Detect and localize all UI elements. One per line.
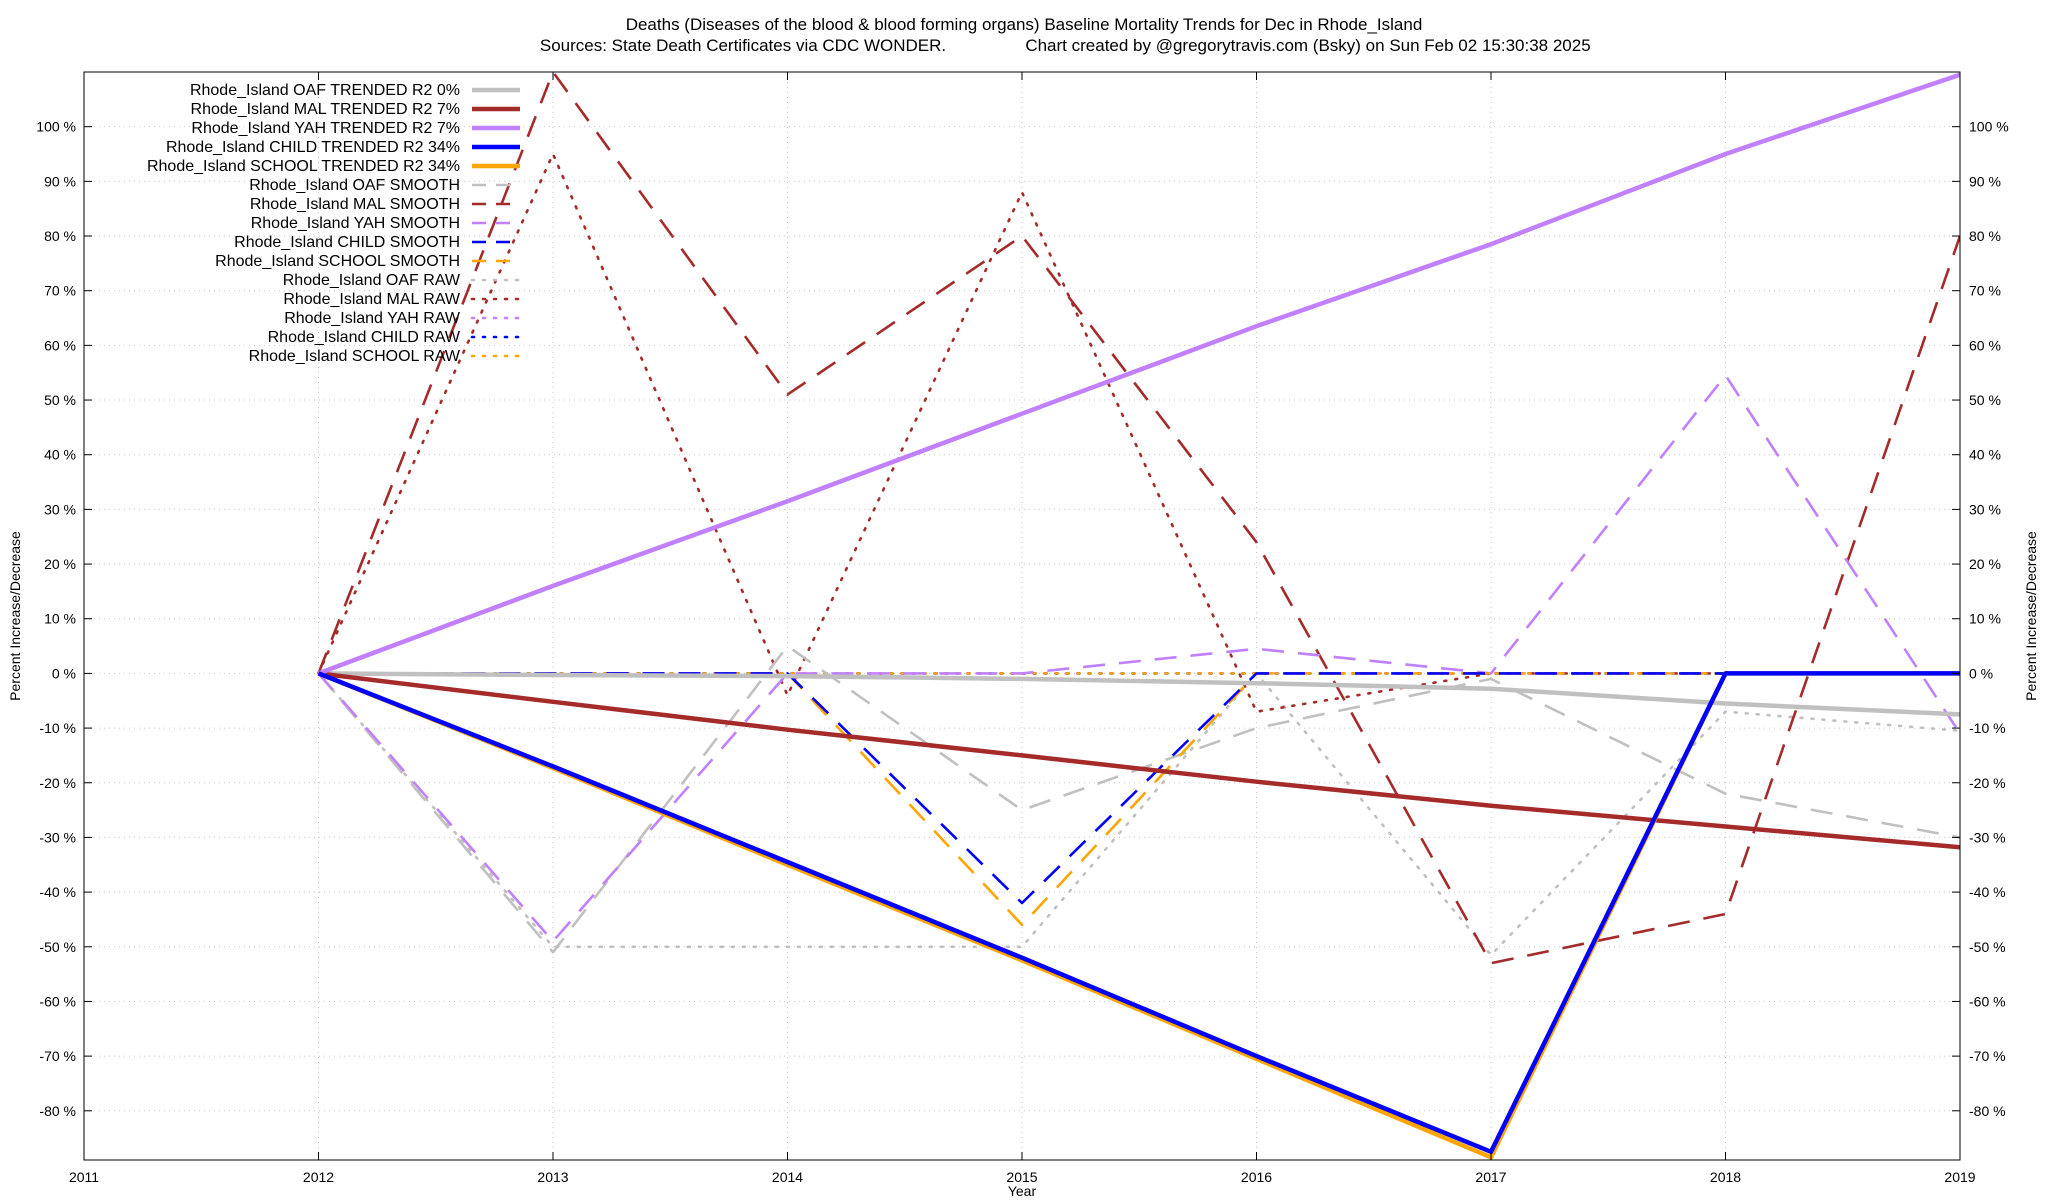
x-tick-label: 2011 <box>69 1169 99 1185</box>
y2-tick-label: 10 % <box>1969 611 2001 627</box>
x-tick-label: 2012 <box>303 1169 334 1185</box>
y-tick-label: 80 % <box>44 228 76 244</box>
y-tick-label: -10 % <box>39 720 76 736</box>
legend-label: Rhode_Island SCHOOL RAW <box>249 348 461 365</box>
chart-title: Deaths (Diseases of the blood & blood fo… <box>626 15 1423 34</box>
y2-tick-label: -60 % <box>1969 993 2006 1009</box>
y-tick-label: -80 % <box>39 1103 76 1119</box>
legend-label: Rhode_Island CHILD RAW <box>268 329 461 346</box>
x-tick-label: 2019 <box>1944 1169 1975 1185</box>
x-tick-label: 2017 <box>1475 1169 1506 1185</box>
y2-tick-label: 70 % <box>1969 283 2001 299</box>
y-tick-label: -40 % <box>39 884 76 900</box>
series-line-raw <box>317 152 1960 714</box>
y-tick-label: -30 % <box>39 829 76 845</box>
legend-label: Rhode_Island MAL TRENDED R2 7% <box>191 101 460 118</box>
y2-tick-label: 40 % <box>1969 447 2001 463</box>
legend-label: Rhode_Island CHILD TRENDED R2 34% <box>166 139 460 156</box>
y-tick-label: 0 % <box>52 665 76 681</box>
y-tick-label: -70 % <box>39 1048 76 1064</box>
series-line-smooth <box>317 374 1960 943</box>
y-tick-label: 100 % <box>36 119 76 135</box>
chart-subtitle-credit: Chart created by @gregorytravis.com (Bsk… <box>1025 36 1590 55</box>
y2-tick-label: -10 % <box>1969 720 2006 736</box>
chart-subtitle-sources: Sources: State Death Certificates via CD… <box>540 36 946 55</box>
series-line-trended <box>317 72 1960 676</box>
x-tick-label: 2015 <box>1006 1169 1037 1185</box>
y2-tick-label: 90 % <box>1969 173 2001 189</box>
y-tick-label: -60 % <box>39 993 76 1009</box>
legend-label: Rhode_Island OAF TRENDED R2 0% <box>190 82 460 99</box>
legend-label: Rhode_Island YAH TRENDED R2 7% <box>191 120 460 137</box>
legend-label: Rhode_Island OAF RAW <box>283 272 461 289</box>
y-tick-label: -50 % <box>39 939 76 955</box>
y2-tick-label: 50 % <box>1969 392 2001 408</box>
series-line-trended <box>318 671 1960 850</box>
y2-tick-label: 20 % <box>1969 556 2001 572</box>
y-tick-label: 50 % <box>44 392 76 408</box>
y2-tick-label: -50 % <box>1969 939 2006 955</box>
legend-label: Rhode_Island SCHOOL SMOOTH <box>215 253 460 270</box>
y2-tick-label: 60 % <box>1969 337 2001 353</box>
series-line-trended <box>318 671 1960 717</box>
legend-label: Rhode_Island SCHOOL TRENDED R2 34% <box>147 158 460 175</box>
legend-label: Rhode_Island MAL SMOOTH <box>250 196 460 213</box>
y-tick-label: 90 % <box>44 173 76 189</box>
y2-tick-label: 30 % <box>1969 501 2001 517</box>
series-line-smooth <box>317 72 1960 965</box>
y2-tick-label: -80 % <box>1969 1103 2006 1119</box>
y-tick-label: 10 % <box>44 611 76 627</box>
y2-axis-label: Percent Increase/Decrease <box>2023 531 2039 701</box>
series-line-trended <box>317 671 1960 1155</box>
y-tick-label: 30 % <box>44 501 76 517</box>
legend-label: Rhode_Island MAL RAW <box>283 291 461 308</box>
y-tick-label: 40 % <box>44 447 76 463</box>
x-tick-label: 2014 <box>772 1169 803 1185</box>
y2-tick-label: -30 % <box>1969 829 2006 845</box>
x-tick-label: 2016 <box>1241 1169 1272 1185</box>
series-line-smooth <box>318 672 1960 927</box>
y-tick-label: 70 % <box>44 283 76 299</box>
y-axis-label: Percent Increase/Decrease <box>7 531 23 701</box>
legend: Rhode_Island OAF TRENDED R2 0% Rhode_Isla… <box>147 82 522 365</box>
series-line-raw <box>317 672 1960 957</box>
y-tick-label: 20 % <box>44 556 76 572</box>
y2-tick-label: -20 % <box>1969 775 2006 791</box>
legend-label: Rhode_Island CHILD SMOOTH <box>234 234 460 251</box>
y2-tick-label: 100 % <box>1969 119 2009 135</box>
y-tick-label: -20 % <box>39 775 76 791</box>
series-clip-group <box>317 72 1960 1160</box>
legend-label: Rhode_Island YAH SMOOTH <box>251 215 460 232</box>
x-tick-label: 2018 <box>1710 1169 1741 1185</box>
x-tick-label: 2013 <box>537 1169 568 1185</box>
legend-label: Rhode_Island OAF SMOOTH <box>249 177 460 194</box>
x-axis-label: Year <box>1008 1183 1037 1199</box>
y2-tick-label: 80 % <box>1969 228 2001 244</box>
y-tick-label: 60 % <box>44 337 76 353</box>
y2-tick-label: 0 % <box>1969 665 1993 681</box>
y2-tick-label: -40 % <box>1969 884 2006 900</box>
series-layer <box>317 72 1960 1160</box>
axis-ticks: 2011 2012 2013 2014 2015 2016 2017 2018 2019 100 … <box>36 72 2009 1185</box>
legend-label: Rhode_Island YAH RAW <box>284 310 461 327</box>
y2-tick-label: -70 % <box>1969 1048 2006 1064</box>
